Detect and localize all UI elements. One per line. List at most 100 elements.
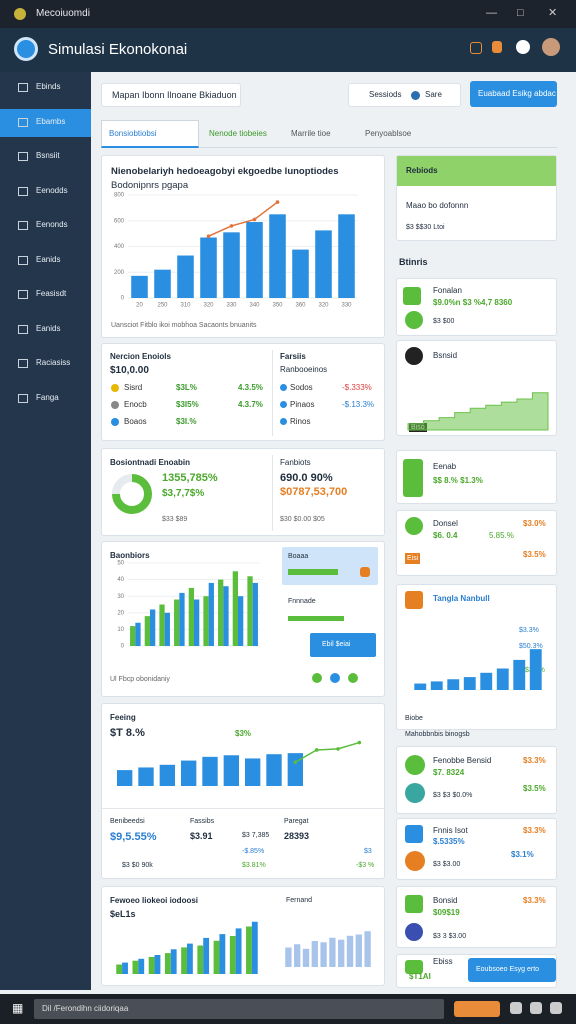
bar bbox=[130, 626, 136, 646]
bar bbox=[266, 754, 282, 786]
highlight-note: $3 $$30 Ltoi bbox=[406, 224, 445, 231]
taskbar-icon[interactable] bbox=[510, 1002, 522, 1014]
bar bbox=[132, 960, 139, 974]
taskbar-search[interactable]: Dil /Ferondihn ciidoriqaa bbox=[34, 999, 444, 1019]
card-title: Bonsid bbox=[433, 896, 458, 905]
bar bbox=[529, 649, 542, 690]
search-box[interactable]: Mapan Ibonn Ilnoane Bkiaduon bbox=[101, 83, 241, 107]
bar bbox=[292, 249, 309, 298]
bar bbox=[164, 953, 171, 974]
bar bbox=[246, 222, 263, 298]
icon bbox=[330, 673, 340, 683]
settings-icon[interactable] bbox=[516, 40, 530, 54]
row-label: Boaos bbox=[124, 417, 147, 426]
share-icon bbox=[411, 91, 420, 100]
row-dot bbox=[111, 401, 119, 409]
bar bbox=[159, 764, 176, 786]
close[interactable]: ✕ bbox=[548, 7, 558, 19]
alert-icon[interactable] bbox=[492, 41, 502, 53]
side-button[interactable]: Ebil $eiai bbox=[310, 633, 376, 657]
icon bbox=[360, 567, 370, 577]
bar bbox=[202, 756, 218, 786]
y-tick-label: 50 bbox=[117, 561, 124, 567]
forecast-value: $eL1s bbox=[110, 909, 136, 919]
start-button[interactable]: ▦ bbox=[12, 1001, 24, 1015]
card-title: Fnnis Isot bbox=[433, 826, 468, 835]
row-dot bbox=[111, 418, 119, 426]
card-a: $3.3% bbox=[523, 826, 546, 835]
x-tick-label: 340 bbox=[249, 303, 260, 309]
row-change: -$.333% bbox=[342, 383, 372, 392]
avatar[interactable] bbox=[542, 38, 560, 56]
card-value: $$ 8.% $1.3% bbox=[433, 476, 483, 485]
card: Fenobbe Bensid $7. 8324 $3 $3 $0.0% $3.3… bbox=[396, 746, 557, 814]
nav-item: Eenodds bbox=[36, 185, 68, 195]
row-dot bbox=[111, 384, 119, 392]
bar bbox=[338, 939, 345, 967]
bar bbox=[174, 599, 180, 646]
stat-value: 28393 bbox=[284, 831, 310, 841]
app-title: Simulasi Ekonokonai bbox=[48, 41, 188, 58]
trend-title: Feeing bbox=[110, 713, 136, 722]
panel-title: Nienobelariyh hedoeagobyi ekgoedbe lunop… bbox=[111, 166, 339, 177]
maximize[interactable]: □ bbox=[517, 7, 524, 19]
bar bbox=[138, 958, 145, 974]
row-label: Sisrd bbox=[124, 383, 143, 392]
bar bbox=[247, 576, 253, 646]
bar bbox=[285, 947, 292, 967]
action-button[interactable]: Euabaad Esikg abdac bbox=[470, 81, 557, 107]
y-tick-label: 10 bbox=[117, 627, 124, 633]
icon bbox=[405, 311, 423, 329]
taskbar-icon[interactable] bbox=[530, 1002, 542, 1014]
growth-side-value: 690.0 90% bbox=[280, 472, 333, 484]
button-text: Eoubsoeo Esyg erto bbox=[476, 966, 540, 973]
nav-icon bbox=[18, 393, 28, 403]
stat-title: Benibeedsi bbox=[110, 818, 145, 825]
card-title: Ebiss bbox=[433, 957, 453, 966]
card-foot: Biobe bbox=[405, 715, 423, 722]
row-change: 4.3.7% bbox=[238, 400, 263, 409]
bar bbox=[496, 668, 509, 690]
bar bbox=[480, 672, 493, 690]
y-tick-label: 800 bbox=[114, 193, 125, 199]
taskbar-icon[interactable] bbox=[550, 1002, 562, 1014]
stat-down: $3.81% bbox=[242, 862, 266, 869]
bar bbox=[219, 934, 226, 974]
bar bbox=[122, 962, 128, 974]
growth-side-title: Fanbiots bbox=[280, 458, 311, 467]
bar bbox=[287, 753, 304, 786]
title-bar: Mecoiuomdi — □ ✕ bbox=[0, 0, 576, 28]
bar bbox=[414, 683, 427, 690]
side-title: Boaaa bbox=[288, 553, 309, 560]
y-tick-label: 20 bbox=[117, 610, 124, 616]
highlight-title: Rebiods bbox=[406, 166, 438, 175]
taskbar-app[interactable] bbox=[454, 1001, 500, 1017]
row-label: Sodos bbox=[290, 383, 313, 392]
card-button[interactable]: Eoubsoeo Esyg erto bbox=[468, 958, 556, 982]
nav-item: Bsnsiit bbox=[36, 151, 60, 160]
bar bbox=[329, 937, 336, 967]
tab-bar: Bonsiobtiobsi Nenode tiobeies Marrile tioe… bbox=[101, 120, 557, 148]
card-value: $9.0%n $3 %4,7 8360 bbox=[433, 298, 513, 307]
area-chart bbox=[407, 392, 549, 431]
y-tick-label: 0 bbox=[121, 644, 125, 650]
card-note: $3 $3.00 bbox=[433, 861, 461, 868]
stat-title: Paregat bbox=[284, 818, 309, 825]
growth-side-change: $0787,53,700 bbox=[280, 486, 348, 498]
card-value: $6. 0.4 bbox=[433, 531, 458, 540]
notification-icon[interactable] bbox=[470, 42, 482, 54]
bar bbox=[223, 586, 229, 646]
nav-icon bbox=[18, 359, 28, 368]
bar bbox=[116, 964, 123, 974]
filter-box[interactable]: Sessiods Sare bbox=[348, 83, 461, 107]
tab: Nenode tiobeies bbox=[209, 129, 267, 138]
row-label: Rinos bbox=[290, 417, 311, 426]
line bbox=[294, 741, 360, 763]
minimize[interactable]: — bbox=[486, 7, 497, 19]
forecast-panel: Fewoeo liokeoi iodoosi $eL1s Fernand bbox=[101, 886, 385, 986]
row-change: -$.13.3% bbox=[342, 400, 375, 409]
bar bbox=[135, 622, 141, 646]
card-c: $3.5% bbox=[523, 550, 546, 559]
stat-up: -$.85% bbox=[242, 848, 265, 855]
x-tick-label: 320 bbox=[318, 303, 329, 309]
